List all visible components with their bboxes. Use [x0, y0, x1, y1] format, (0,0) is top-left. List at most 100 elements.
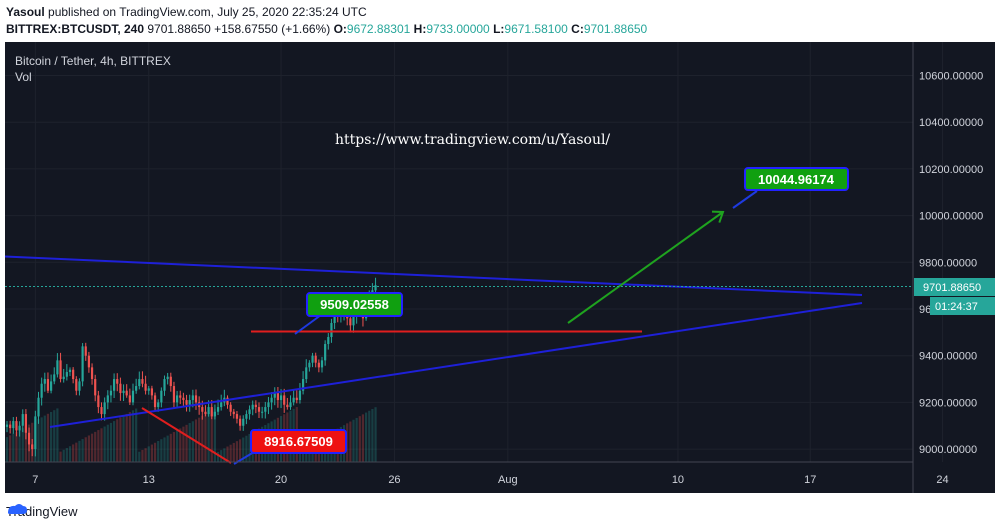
candle-body: [182, 397, 185, 401]
candle-body: [308, 362, 311, 368]
price-tick-label: 10000.00000: [919, 211, 983, 223]
candle-body: [46, 379, 50, 391]
volume-bar: [223, 448, 226, 462]
volume-bar: [207, 412, 210, 462]
candle-body: [160, 390, 163, 403]
candle-body: [31, 444, 34, 450]
candle-body: [314, 355, 317, 363]
candle-body: [157, 402, 160, 408]
candle-body: [122, 390, 125, 394]
candle-body: [172, 386, 176, 403]
candle-body: [75, 379, 78, 391]
volume-bar: [103, 426, 106, 462]
candle-body: [201, 407, 204, 412]
last-price: 9701.88650: [147, 22, 211, 36]
target-callout-pointer: [732, 190, 758, 209]
volume-bar: [204, 414, 207, 462]
low-price-label[interactable]: [250, 429, 347, 454]
candle-body: [90, 367, 94, 380]
candle-body: [239, 418, 242, 426]
volume-bar: [305, 446, 308, 462]
candle-body: [279, 395, 283, 401]
volume-bar: [235, 441, 239, 462]
time-tick-label: 17: [804, 474, 816, 486]
countdown-tag: [930, 297, 995, 315]
published-text: published on TradingView.com, July 25, 2…: [48, 5, 367, 19]
candle-body: [242, 418, 245, 426]
close-value: 9701.88650: [583, 22, 648, 36]
candle-body: [305, 367, 308, 380]
volume-bar: [12, 433, 15, 462]
candle-body: [106, 395, 109, 403]
time-tick-label: 7: [32, 474, 38, 486]
descending-trendline[interactable]: [5, 255, 863, 296]
candle-body: [270, 397, 273, 403]
price-tick-label: 9200.00000: [919, 397, 977, 409]
watermark-url: https://www.tradingview.com/u/Yasoul/: [335, 132, 610, 148]
grid-lines: [5, 42, 944, 462]
candle-body: [100, 407, 103, 415]
volume-bar: [172, 432, 176, 462]
candle-body: [21, 414, 24, 426]
candle-body: [87, 355, 90, 368]
candle-body: [147, 388, 150, 391]
candle-body: [169, 376, 172, 387]
mid-price-label[interactable]: [306, 292, 403, 317]
volume-bar: [90, 433, 94, 462]
volume-bar: [21, 428, 24, 462]
chart-panel[interactable]: Bitcoin / Tether, 4h, BITTREX Vol https:…: [5, 42, 995, 493]
volume-bar: [201, 415, 204, 462]
candle-body: [261, 411, 264, 413]
candle-body: [135, 386, 138, 391]
volume-bar: [87, 435, 90, 462]
volume-bar: [191, 421, 194, 462]
candle-body: [298, 390, 302, 401]
price-axis[interactable]: 10600.00000 10400.00000 10200.00000 10000.0…: [919, 71, 983, 457]
volume-bar: [226, 446, 229, 462]
time-axis[interactable]: 7 13 20 26 Aug 10 17 24: [32, 474, 948, 486]
volume-bar: [138, 451, 141, 462]
candle-body: [207, 407, 210, 415]
volume-bar: [198, 417, 201, 462]
candle-body: [273, 393, 276, 398]
candle-body: [94, 379, 97, 396]
ascending-trendline[interactable]: [49, 302, 863, 428]
candle-body: [12, 421, 15, 429]
candle-body: [352, 316, 355, 326]
volume-bar: [97, 430, 100, 462]
open-value: 9672.88301: [346, 22, 411, 36]
candle-body: [18, 425, 21, 431]
volume-bar: [9, 435, 12, 462]
candle-body: [53, 374, 56, 382]
volume-bar: [188, 423, 191, 462]
candle-body: [286, 404, 289, 408]
price-tick-label: 9400.00000: [919, 351, 977, 363]
volume-bar: [135, 408, 138, 462]
candle-body: [153, 395, 157, 408]
volume-bar: [84, 437, 87, 462]
volume-bar: [125, 413, 128, 462]
red-arrow-line[interactable]: [141, 407, 232, 464]
price-chart[interactable]: Bitcoin / Tether, 4h, BITTREX Vol https:…: [5, 42, 995, 493]
volume-bar: [352, 419, 355, 462]
candle-body: [34, 416, 37, 450]
footer-brand[interactable]: TradingView: [6, 502, 78, 520]
last-price-tag: [914, 278, 995, 296]
candle-body: [65, 372, 68, 377]
candle-body: [289, 402, 292, 408]
target-price-label[interactable]: [744, 167, 849, 191]
projection-arrow[interactable]: [567, 211, 724, 324]
volume-bar: [62, 449, 65, 462]
candle-body: [84, 346, 87, 356]
author-name[interactable]: Yasoul: [6, 5, 45, 19]
candle-body: [103, 402, 106, 415]
candle-body: [220, 402, 223, 408]
volume-bar: [232, 442, 235, 462]
volume-bar: [176, 430, 179, 462]
candle-body: [267, 402, 270, 408]
price-tick-label: 10400.00000: [919, 117, 983, 129]
candle-body: [138, 379, 141, 387]
candle-body: [166, 376, 169, 380]
candle-body: [179, 395, 182, 398]
candle-body: [324, 344, 327, 361]
